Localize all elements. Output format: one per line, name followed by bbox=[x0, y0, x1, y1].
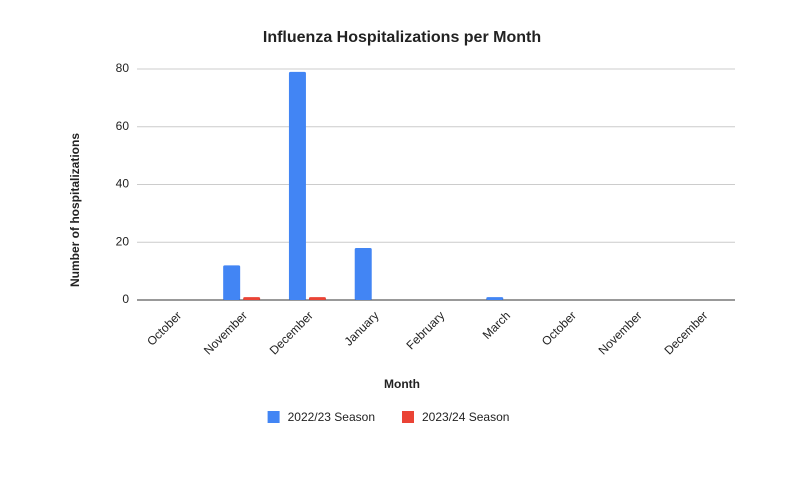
legend-swatch bbox=[267, 411, 280, 423]
legend-label: 2022/23 Season bbox=[288, 410, 375, 424]
x-axis-title: Month bbox=[384, 377, 420, 391]
bar bbox=[308, 297, 326, 300]
x-tick-label: October bbox=[539, 308, 579, 348]
y-tick-label: 20 bbox=[116, 234, 130, 248]
bar bbox=[486, 297, 504, 300]
x-tick-label: December bbox=[267, 308, 316, 357]
bar bbox=[288, 71, 306, 300]
x-tick-label: November bbox=[596, 308, 645, 357]
y-tick-label: 0 bbox=[122, 292, 129, 306]
x-tick-label: March bbox=[480, 308, 513, 341]
x-tick-label: January bbox=[341, 308, 381, 348]
x-tick-label: October bbox=[144, 308, 184, 348]
x-tick-label: February bbox=[404, 308, 448, 352]
x-tick-label: December bbox=[661, 308, 710, 357]
chart-title: Influenza Hospitalizations per Month bbox=[263, 29, 541, 46]
bar bbox=[354, 248, 372, 300]
bar bbox=[243, 297, 261, 300]
x-tick-label: November bbox=[201, 308, 250, 357]
y-axis-title: Number of hospitalizations bbox=[68, 133, 82, 287]
bar bbox=[223, 265, 241, 300]
y-tick-label: 40 bbox=[116, 177, 130, 191]
legend-label: 2023/24 Season bbox=[422, 410, 509, 424]
y-tick-label: 80 bbox=[116, 61, 130, 75]
y-tick-label: 60 bbox=[116, 119, 130, 133]
legend-swatch bbox=[402, 411, 414, 423]
